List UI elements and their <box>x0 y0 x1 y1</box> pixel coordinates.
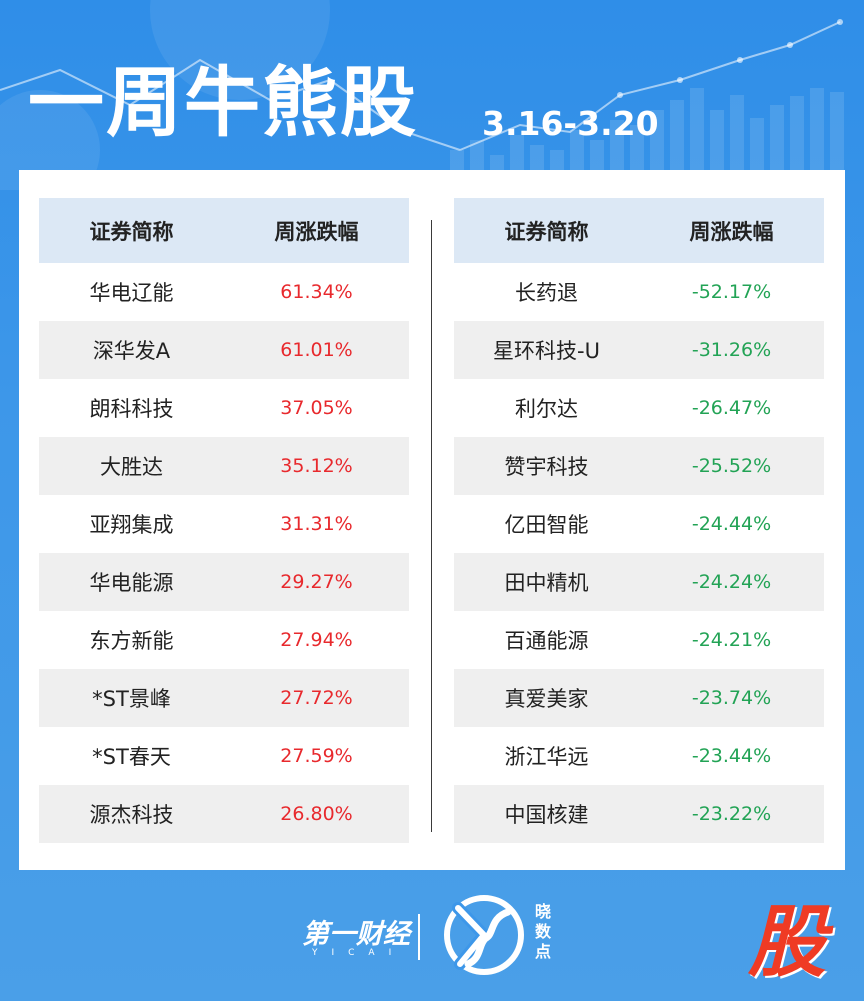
stock-name: *ST春天 <box>92 745 171 769</box>
gainers-table: 证券简称 周涨跌幅 华电辽能 61.34% 深华发A 61.01% 朗科科技 3… <box>39 198 409 843</box>
stock-tables-card: 证券简称 周涨跌幅 华电辽能 61.34% 深华发A 61.01% 朗科科技 3… <box>19 170 845 870</box>
weekly-change: 26.80% <box>280 803 353 825</box>
table-row: 亚翔集成 31.31% <box>39 495 409 553</box>
weekly-change: -23.74% <box>691 687 772 709</box>
weekly-change: 27.94% <box>280 629 353 651</box>
table-row: 真爱美家 -23.74% <box>454 669 824 727</box>
weekly-change: 29.27% <box>280 571 353 593</box>
column-divider <box>431 220 432 832</box>
table-row: 亿田智能 -24.44% <box>454 495 824 553</box>
footer-logo: 第一财经 YICAI 晓数点 <box>300 890 580 980</box>
stock-name: 长药退 <box>515 281 578 305</box>
logo-separator <box>418 914 420 960</box>
weekly-change: -24.24% <box>691 571 772 593</box>
table-row: 大胜达 35.12% <box>39 437 409 495</box>
stock-name: 深华发A <box>92 339 171 363</box>
table-row: 长药退 -52.17% <box>454 263 824 321</box>
stock-name: 百通能源 <box>504 629 589 653</box>
weekly-change: 31.31% <box>280 513 353 535</box>
weekly-change: -24.44% <box>691 513 772 535</box>
column-name: 晓数点 <box>534 902 551 961</box>
stock-name: 真爱美家 <box>504 687 589 711</box>
table-row: 源杰科技 26.80% <box>39 785 409 843</box>
xiaoshudian-logo-icon <box>444 895 524 975</box>
table-row: 华电能源 29.27% <box>39 553 409 611</box>
column-header-change: 周涨跌幅 <box>689 219 774 244</box>
weekly-change: 61.34% <box>280 281 353 303</box>
page-title: 一周牛熊股 <box>28 58 418 147</box>
column-header-change: 周涨跌幅 <box>274 219 359 244</box>
stock-name: 田中精机 <box>504 571 589 595</box>
stock-name: *ST景峰 <box>92 687 171 711</box>
table-row: 中国核建 -23.22% <box>454 785 824 843</box>
weekly-change: 61.01% <box>280 339 353 361</box>
stock-name: 华电能源 <box>89 571 174 595</box>
stock-name: 亿田智能 <box>504 513 589 537</box>
weekly-change: -31.26% <box>691 339 772 361</box>
table-row: 赞宇科技 -25.52% <box>454 437 824 495</box>
table-row: 利尔达 -26.47% <box>454 379 824 437</box>
stock-name: 朗科科技 <box>89 397 174 421</box>
weekly-change: -26.47% <box>691 397 772 419</box>
yicai-logo-sub: YICAI <box>312 948 406 958</box>
table-row: 田中精机 -24.24% <box>454 553 824 611</box>
table-row: 百通能源 -24.21% <box>454 611 824 669</box>
table-row: *ST景峰 27.72% <box>39 669 409 727</box>
weekly-change: -23.44% <box>691 745 772 767</box>
table-row: 浙江华远 -23.44% <box>454 727 824 785</box>
weekly-change: -23.22% <box>691 803 772 825</box>
weekly-change: -52.17% <box>691 281 772 303</box>
weekly-change: 37.05% <box>280 397 353 419</box>
stock-name: 源杰科技 <box>89 803 174 827</box>
stock-name: 中国核建 <box>504 803 589 827</box>
gainers-table-header: 证券简称 周涨跌幅 <box>39 198 409 263</box>
stock-name: 赞宇科技 <box>504 455 589 479</box>
losers-table: 证券简称 周涨跌幅 长药退 -52.17% 星环科技-U -31.26% 利尔达… <box>454 198 824 843</box>
losers-table-header: 证券简称 周涨跌幅 <box>454 198 824 263</box>
weekly-change: 35.12% <box>280 455 353 477</box>
table-row: 东方新能 27.94% <box>39 611 409 669</box>
stock-name: 星环科技-U <box>493 339 600 363</box>
table-row: 星环科技-U -31.26% <box>454 321 824 379</box>
table-row: *ST春天 27.59% <box>39 727 409 785</box>
weekly-change: -25.52% <box>691 455 772 477</box>
stock-name: 大胜达 <box>100 455 163 479</box>
weekly-change: 27.72% <box>280 687 353 709</box>
table-row: 深华发A 61.01% <box>39 321 409 379</box>
date-range: 3.16-3.20 <box>482 104 659 143</box>
column-header-name: 证券简称 <box>504 219 589 244</box>
weekly-change: -24.21% <box>691 629 772 651</box>
weekly-change: 27.59% <box>280 745 353 767</box>
stock-name: 东方新能 <box>89 629 174 653</box>
stock-name: 利尔达 <box>515 397 578 421</box>
table-row: 华电辽能 61.34% <box>39 263 409 321</box>
stock-name: 华电辽能 <box>89 281 174 305</box>
table-row: 朗科科技 37.05% <box>39 379 409 437</box>
stock-name: 浙江华远 <box>504 745 589 769</box>
stock-name: 亚翔集成 <box>89 513 174 537</box>
yicai-logo: 第一财经 <box>302 919 410 950</box>
stock-stamp: 股 <box>748 898 827 988</box>
column-header-name: 证券简称 <box>89 219 174 244</box>
